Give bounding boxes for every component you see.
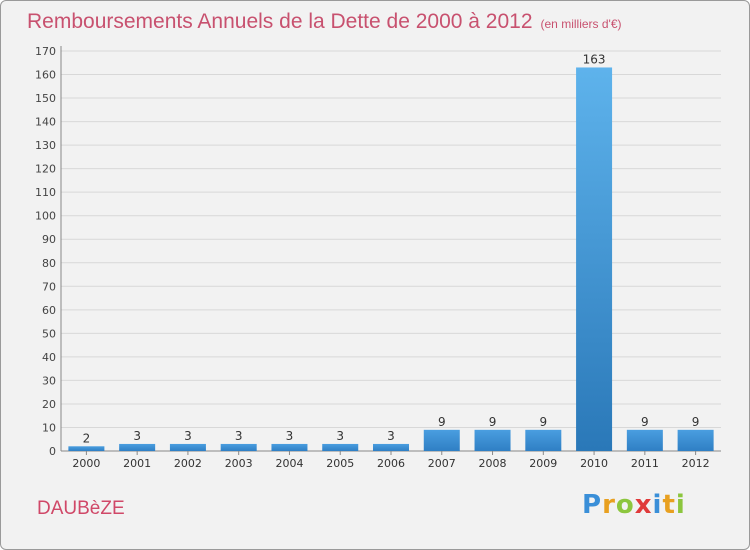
logo-letter: t xyxy=(662,490,676,520)
x-tick-label: 2012 xyxy=(682,457,710,470)
logo-letter: x xyxy=(634,490,653,520)
y-tick-label: 60 xyxy=(42,304,56,317)
data-label: 9 xyxy=(641,415,649,429)
data-label: 9 xyxy=(539,415,547,429)
grid-lines xyxy=(61,50,721,428)
data-label: 9 xyxy=(438,415,446,429)
axes xyxy=(60,46,721,455)
bar-2002 xyxy=(169,443,206,451)
bar-2008 xyxy=(474,429,511,451)
data-label: 3 xyxy=(133,429,141,443)
data-label: 2 xyxy=(83,431,91,445)
y-tick-label: 150 xyxy=(35,92,56,105)
bar-2012 xyxy=(677,429,714,451)
logo-letter: r xyxy=(602,490,616,520)
data-label: 3 xyxy=(184,429,192,443)
logo-letter: P xyxy=(582,490,603,520)
y-tick-label: 10 xyxy=(42,421,56,434)
data-label: 9 xyxy=(489,415,497,429)
x-tick-label: 2001 xyxy=(123,457,151,470)
y-tick-label: 80 xyxy=(42,257,56,270)
y-tick-label: 170 xyxy=(35,45,56,58)
x-tick-label: 2008 xyxy=(479,457,507,470)
bar-2006 xyxy=(373,443,409,451)
x-tick-label: 2007 xyxy=(428,457,456,470)
x-tick-label: 2006 xyxy=(377,457,405,470)
x-tick-label: 2011 xyxy=(631,457,659,470)
x-tick-label: 2004 xyxy=(275,457,303,470)
bar-2001 xyxy=(119,443,156,451)
y-tick-label: 0 xyxy=(49,445,56,458)
title-text: Remboursements Annuels de la Dette de 20… xyxy=(27,10,533,33)
y-tick-label: 120 xyxy=(35,163,56,176)
commune-name: DAUBèZE xyxy=(37,498,125,519)
y-tick-label: 40 xyxy=(42,351,56,364)
bar-2010 xyxy=(576,67,613,452)
data-label: 9 xyxy=(692,415,700,429)
y-tick-label: 160 xyxy=(35,69,56,82)
unit-label: (en milliers d'€) xyxy=(540,17,622,31)
bar-2005 xyxy=(322,443,359,451)
y-tick-label: 110 xyxy=(35,186,56,199)
y-tick-label: 90 xyxy=(42,233,56,246)
x-tick-label: 2003 xyxy=(225,457,253,470)
bar-2000 xyxy=(68,446,105,451)
data-label: 3 xyxy=(286,429,294,443)
data-label: 3 xyxy=(387,429,395,443)
y-tick-label: 20 xyxy=(42,398,56,411)
x-tick-label: 2002 xyxy=(174,457,202,470)
bar-2009 xyxy=(525,429,562,451)
bar-2003 xyxy=(220,443,257,451)
data-label: 163 xyxy=(583,52,606,66)
y-tick-label: 100 xyxy=(35,210,56,223)
y-tick-label: 30 xyxy=(42,374,56,387)
y-tick-label: 50 xyxy=(42,327,56,340)
bar-2011 xyxy=(626,429,663,451)
y-tick-label: 130 xyxy=(35,139,56,152)
bar-2004 xyxy=(271,443,308,451)
x-tick-label: 2009 xyxy=(529,457,557,470)
proxiti-logo: Proxiti xyxy=(582,490,686,520)
bars xyxy=(68,67,714,452)
data-label: 3 xyxy=(336,429,344,443)
x-tick-label: 2010 xyxy=(580,457,608,470)
data-label: 3 xyxy=(235,429,243,443)
x-tick-label: 2005 xyxy=(326,457,354,470)
labels: 0 10 20 30 40 50 60 70 80 90 100 110 120 130 140 150 160… xyxy=(35,45,710,470)
logo-letter: i xyxy=(652,490,663,520)
y-tick-label: 140 xyxy=(35,116,56,129)
x-tick-label: 2000 xyxy=(72,457,100,470)
chart-title: Remboursements Annuels de la Dette de 20… xyxy=(27,10,622,34)
logo-letter: i xyxy=(675,490,686,520)
logo-letter: o xyxy=(615,490,635,520)
y-tick-label: 70 xyxy=(42,280,56,293)
bar-2007 xyxy=(423,429,460,451)
